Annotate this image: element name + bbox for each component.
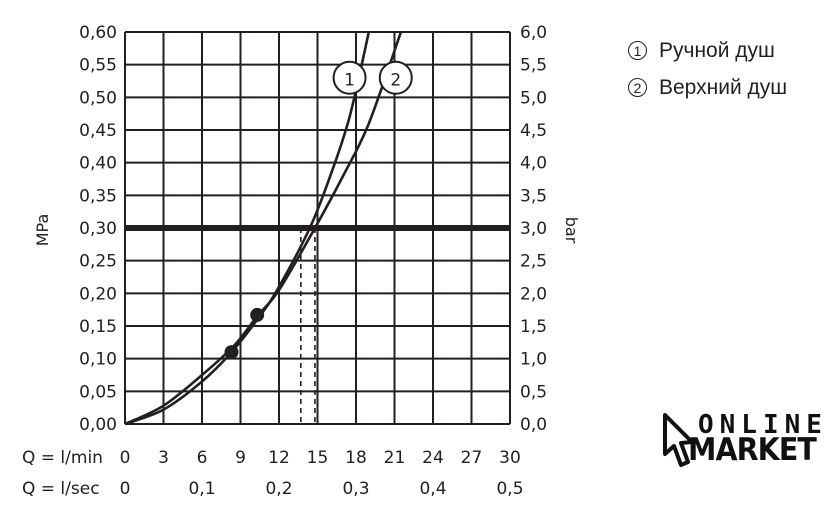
y-tick-label-right: 5,5	[520, 56, 547, 76]
x-tick-label-lsec: 0	[120, 479, 131, 499]
curve-label-circle-2	[378, 60, 413, 95]
legend-number-1: 1	[628, 41, 647, 60]
x-tick-label-lmin: 12	[268, 448, 290, 468]
curve-label-circle-1	[332, 60, 367, 95]
x-tick-label-lsec: 0,1	[188, 479, 215, 499]
y-tick-label-right: 4,5	[520, 121, 547, 141]
y-tick-label-left: 0,20	[79, 284, 117, 304]
x-tick-label-lmin: 6	[197, 448, 208, 468]
drop-lines	[300, 228, 316, 424]
y-tick-label-right: 1,0	[520, 350, 547, 370]
y-tick-label-left: 0,25	[79, 252, 117, 272]
cursor-arrow-icon	[663, 413, 694, 467]
x-tick-label-lsec: 0,4	[419, 479, 446, 499]
y-tick-label-left: 0,10	[79, 350, 117, 370]
legend: 1 Ручной душ 2 Верхний душ	[628, 32, 787, 106]
x-tick-label-lmin: 9	[235, 448, 246, 468]
x-tick-label-lmin: 27	[461, 448, 483, 468]
online-market-logo: ONLINE MARKET	[662, 410, 832, 470]
y-tick-label-left: 0,40	[79, 154, 117, 174]
y-tick-label-left: 0,30	[79, 219, 117, 239]
logo-text-online: ONLINE	[698, 410, 828, 440]
x-tick-label-lmin: 3	[158, 448, 169, 468]
x-row-label-lmin: Q = l/min	[22, 448, 103, 468]
y-tick-label-right: 0,5	[520, 382, 547, 402]
y-axis-label-right: bar	[562, 217, 581, 244]
x-tick-label-lmin: 21	[384, 448, 406, 468]
y-axis-label-left: MPa	[33, 214, 52, 247]
tick-labels: 0,000,050,100,150,200,250,300,350,400,45…	[79, 23, 547, 499]
legend-item-2: 2 Верхний душ	[628, 69, 787, 106]
y-tick-label-right: 5,0	[520, 88, 547, 108]
x-row-label-lsec: Q = l/sec	[22, 479, 100, 499]
markers	[224, 307, 265, 360]
y-tick-label-right: 3,0	[520, 219, 547, 239]
y-tick-label-right: 2,0	[520, 284, 547, 304]
y-tick-label-right: 6,0	[520, 23, 547, 43]
x-tick-label-lmin: 24	[422, 448, 444, 468]
curve-label-2: 2	[390, 71, 401, 91]
y-tick-label-left: 0,45	[79, 121, 117, 141]
y-tick-label-right: 1,5	[520, 317, 547, 337]
x-tick-label-lsec: 0,5	[496, 479, 523, 499]
curve-label-1: 1	[344, 71, 355, 91]
x-tick-label-lsec: 0,3	[342, 479, 369, 499]
x-tick-label-lmin: 30	[499, 448, 521, 468]
y-tick-label-right: 2,5	[520, 252, 547, 272]
legend-label-1: Ручной душ	[659, 38, 775, 62]
series-line-2	[124, 31, 403, 426]
marker-1	[224, 345, 239, 360]
y-tick-label-right: 4,0	[520, 154, 547, 174]
y-tick-label-right: 3,5	[520, 186, 547, 206]
y-tick-label-left: 0,00	[79, 415, 117, 435]
logo-text-market: MARKET	[688, 432, 817, 468]
x-tick-label-lmin: 18	[345, 448, 367, 468]
y-tick-label-left: 0,60	[79, 23, 117, 43]
x-tick-label-lmin: 0	[120, 448, 131, 468]
y-tick-label-left: 0,50	[79, 88, 117, 108]
legend-number-2: 2	[628, 78, 647, 97]
legend-label-2: Верхний душ	[659, 75, 788, 99]
y-tick-label-left: 0,35	[79, 186, 117, 206]
x-tick-label-lmin: 15	[307, 448, 329, 468]
y-tick-label-left: 0,15	[79, 317, 117, 337]
curves	[124, 31, 403, 426]
legend-item-1: 1 Ручной душ	[628, 32, 787, 69]
marker-2	[250, 307, 265, 322]
y-tick-label-left: 0,55	[79, 56, 117, 76]
y-tick-label-right: 0,0	[520, 415, 547, 435]
x-tick-label-lsec: 0,2	[265, 479, 292, 499]
y-tick-label-left: 0,05	[79, 382, 117, 402]
